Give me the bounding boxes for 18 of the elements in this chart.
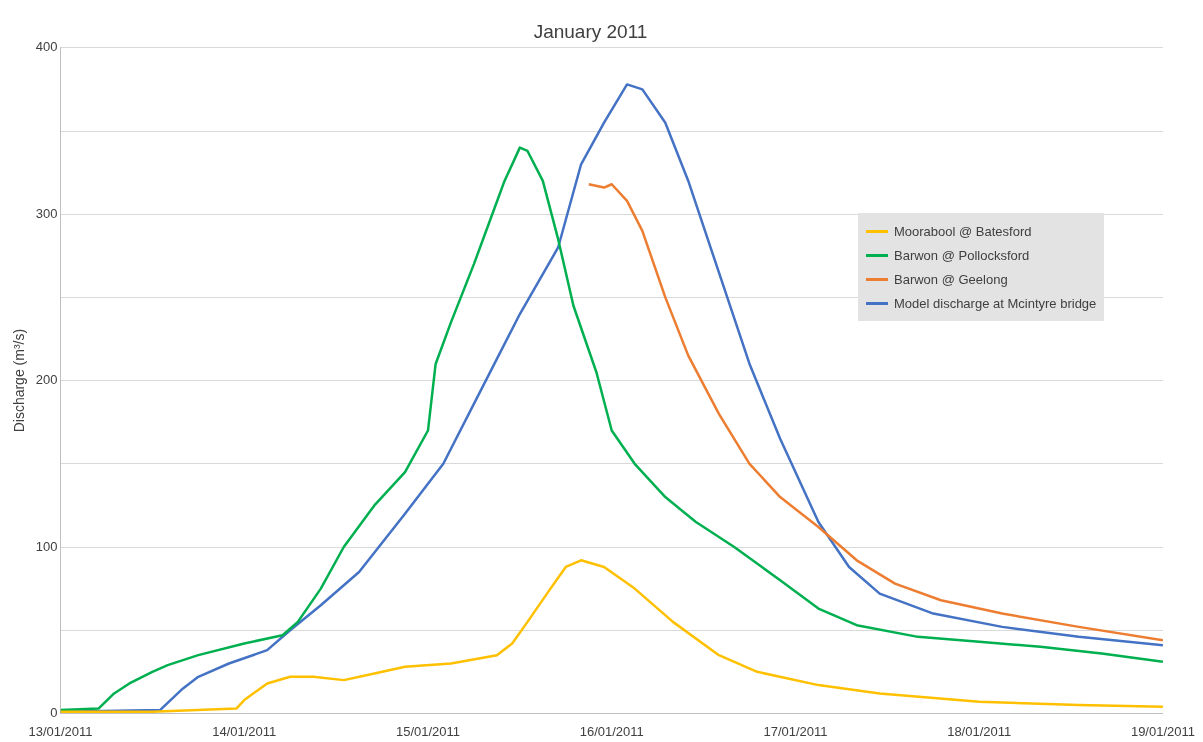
x-tick-label: 13/01/2011 (28, 723, 93, 739)
y-tick-label: 300 (35, 205, 58, 221)
legend-label: Moorabool @ Batesford (894, 223, 1032, 239)
y-tick-label: 400 (35, 39, 58, 55)
x-tick-label: 14/01/2011 (212, 723, 277, 739)
x-tick-label: 17/01/2011 (763, 723, 828, 739)
x-tick-label: 18/01/2011 (947, 723, 1012, 739)
x-tick-label: 16/01/2011 (579, 723, 644, 739)
chart-title: January 2011 (533, 20, 648, 42)
y-tick-label: 0 (50, 704, 58, 720)
legend-label: Barwon @ Geelong (894, 271, 1008, 287)
x-tick-label: 19/01/2011 (1130, 723, 1196, 739)
y-tick-label: 200 (35, 372, 58, 388)
x-tick-label: 15/01/2011 (395, 723, 461, 739)
y-tick-label: 100 (35, 538, 58, 554)
y-axis-title: Discharge (m³/s) (11, 328, 28, 433)
legend-label: Barwon @ Pollocksford (894, 247, 1030, 263)
legend-label: Model discharge at Mcintyre bridge (894, 295, 1097, 311)
